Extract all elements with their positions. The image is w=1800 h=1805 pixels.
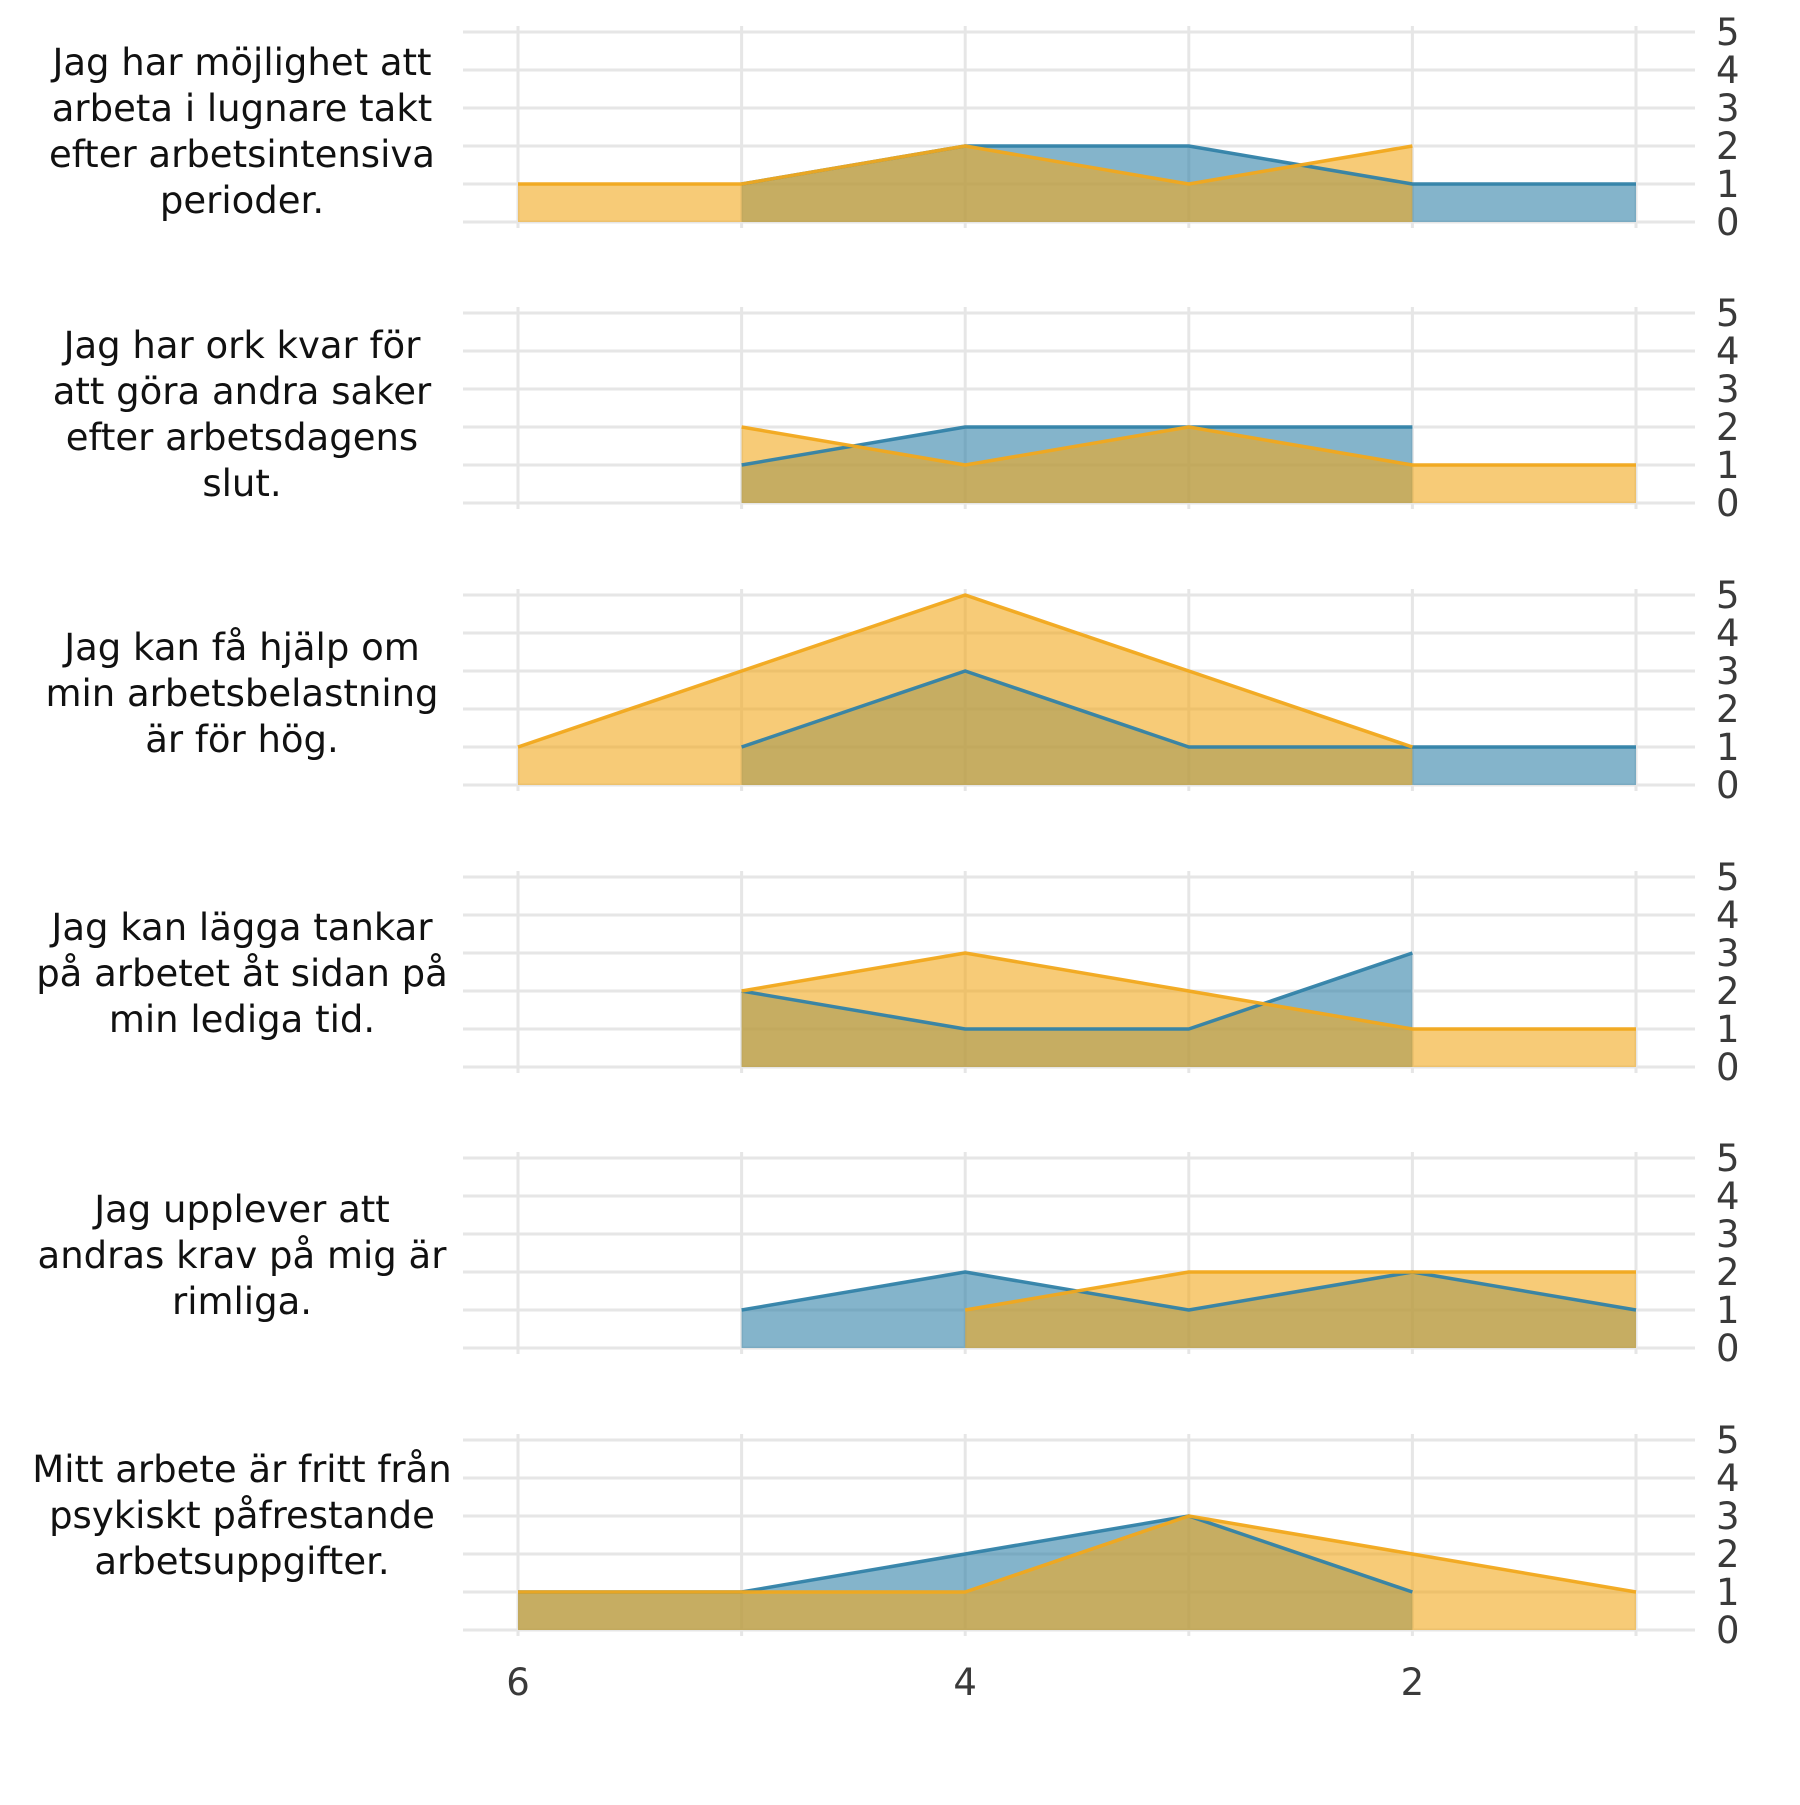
y-tick-label: 5	[1716, 1419, 1740, 1462]
panel-label: Jag har möjlighet att arbeta i lugnare t…	[49, 41, 435, 222]
y-tick-label: 4	[1716, 894, 1740, 937]
y-tick-label: 1	[1716, 726, 1740, 769]
y-tick-label: 3	[1716, 932, 1740, 975]
series-a-line	[741, 1270, 1637, 1312]
panel-label: Jag har ork kvar för att göra andra sake…	[52, 324, 432, 505]
series-b-area	[518, 146, 1413, 222]
y-tick-label: 4	[1716, 1457, 1740, 1500]
y-tick-label: 4	[1716, 612, 1740, 655]
y-tick-label: 0	[1716, 1609, 1740, 1652]
series-b-line	[964, 1270, 1636, 1312]
y-tick-label: 3	[1716, 650, 1740, 693]
y-tick-label: 2	[1716, 1251, 1740, 1294]
panel-label: Jag kan lägga tankar på arbetet åt sidan…	[36, 906, 448, 1041]
y-tick-label: 1	[1716, 1289, 1740, 1332]
y-tick-label: 5	[1716, 856, 1740, 899]
y-tick-label: 2	[1716, 1533, 1740, 1576]
series-b-line	[518, 144, 1413, 186]
y-tick-label: 3	[1716, 87, 1740, 130]
y-tick-label: 2	[1716, 125, 1740, 168]
y-tick-label: 2	[1716, 688, 1740, 731]
y-tick-label: 0	[1716, 1327, 1740, 1370]
y-tick-label: 3	[1716, 1213, 1740, 1256]
y-tick-label: 4	[1716, 330, 1740, 373]
panel-label: Jag upplever att andras krav på mig är r…	[37, 1188, 447, 1323]
y-tick-label: 3	[1716, 368, 1740, 411]
y-tick-label: 4	[1716, 1175, 1740, 1218]
series-b-line	[741, 951, 1636, 1031]
y-tick-label: 5	[1716, 11, 1740, 54]
panel-label: Jag kan få hjälp om min arbetsbelastning…	[45, 626, 439, 761]
y-tick-label: 1	[1716, 163, 1740, 206]
y-tick-label: 2	[1716, 970, 1740, 1013]
panel-label: Mitt arbete är fritt från psykiskt påfre…	[32, 1448, 452, 1583]
series-b-line	[517, 593, 1413, 749]
y-tick-label: 5	[1716, 574, 1740, 617]
y-tick-label: 5	[1716, 1137, 1740, 1180]
y-tick-label: 0	[1716, 201, 1740, 244]
y-tick-label: 0	[1716, 1046, 1740, 1089]
series-a-line	[741, 669, 1636, 749]
y-tick-label: 4	[1716, 49, 1740, 92]
y-tick-label: 0	[1716, 482, 1740, 525]
x-tick-label: 6	[506, 1661, 530, 1704]
y-tick-label: 3	[1716, 1495, 1740, 1538]
y-tick-label: 0	[1716, 764, 1740, 807]
series-a-line	[741, 951, 1413, 1031]
y-tick-label: 1	[1716, 1008, 1740, 1051]
series-b-area	[518, 1516, 1636, 1630]
x-tick-label: 4	[953, 1661, 977, 1704]
series-b-area	[965, 1272, 1636, 1348]
y-tick-label: 2	[1716, 406, 1740, 449]
y-tick-label: 1	[1716, 444, 1740, 487]
x-tick-label: 2	[1401, 1661, 1425, 1704]
series-b-area	[741, 427, 1636, 503]
y-tick-label: 1	[1716, 1571, 1740, 1614]
series-b-area	[741, 953, 1636, 1067]
y-tick-label: 5	[1716, 292, 1740, 335]
series-b-line	[518, 1514, 1637, 1594]
series-b-line	[741, 425, 1636, 467]
series-b-area	[518, 595, 1413, 785]
